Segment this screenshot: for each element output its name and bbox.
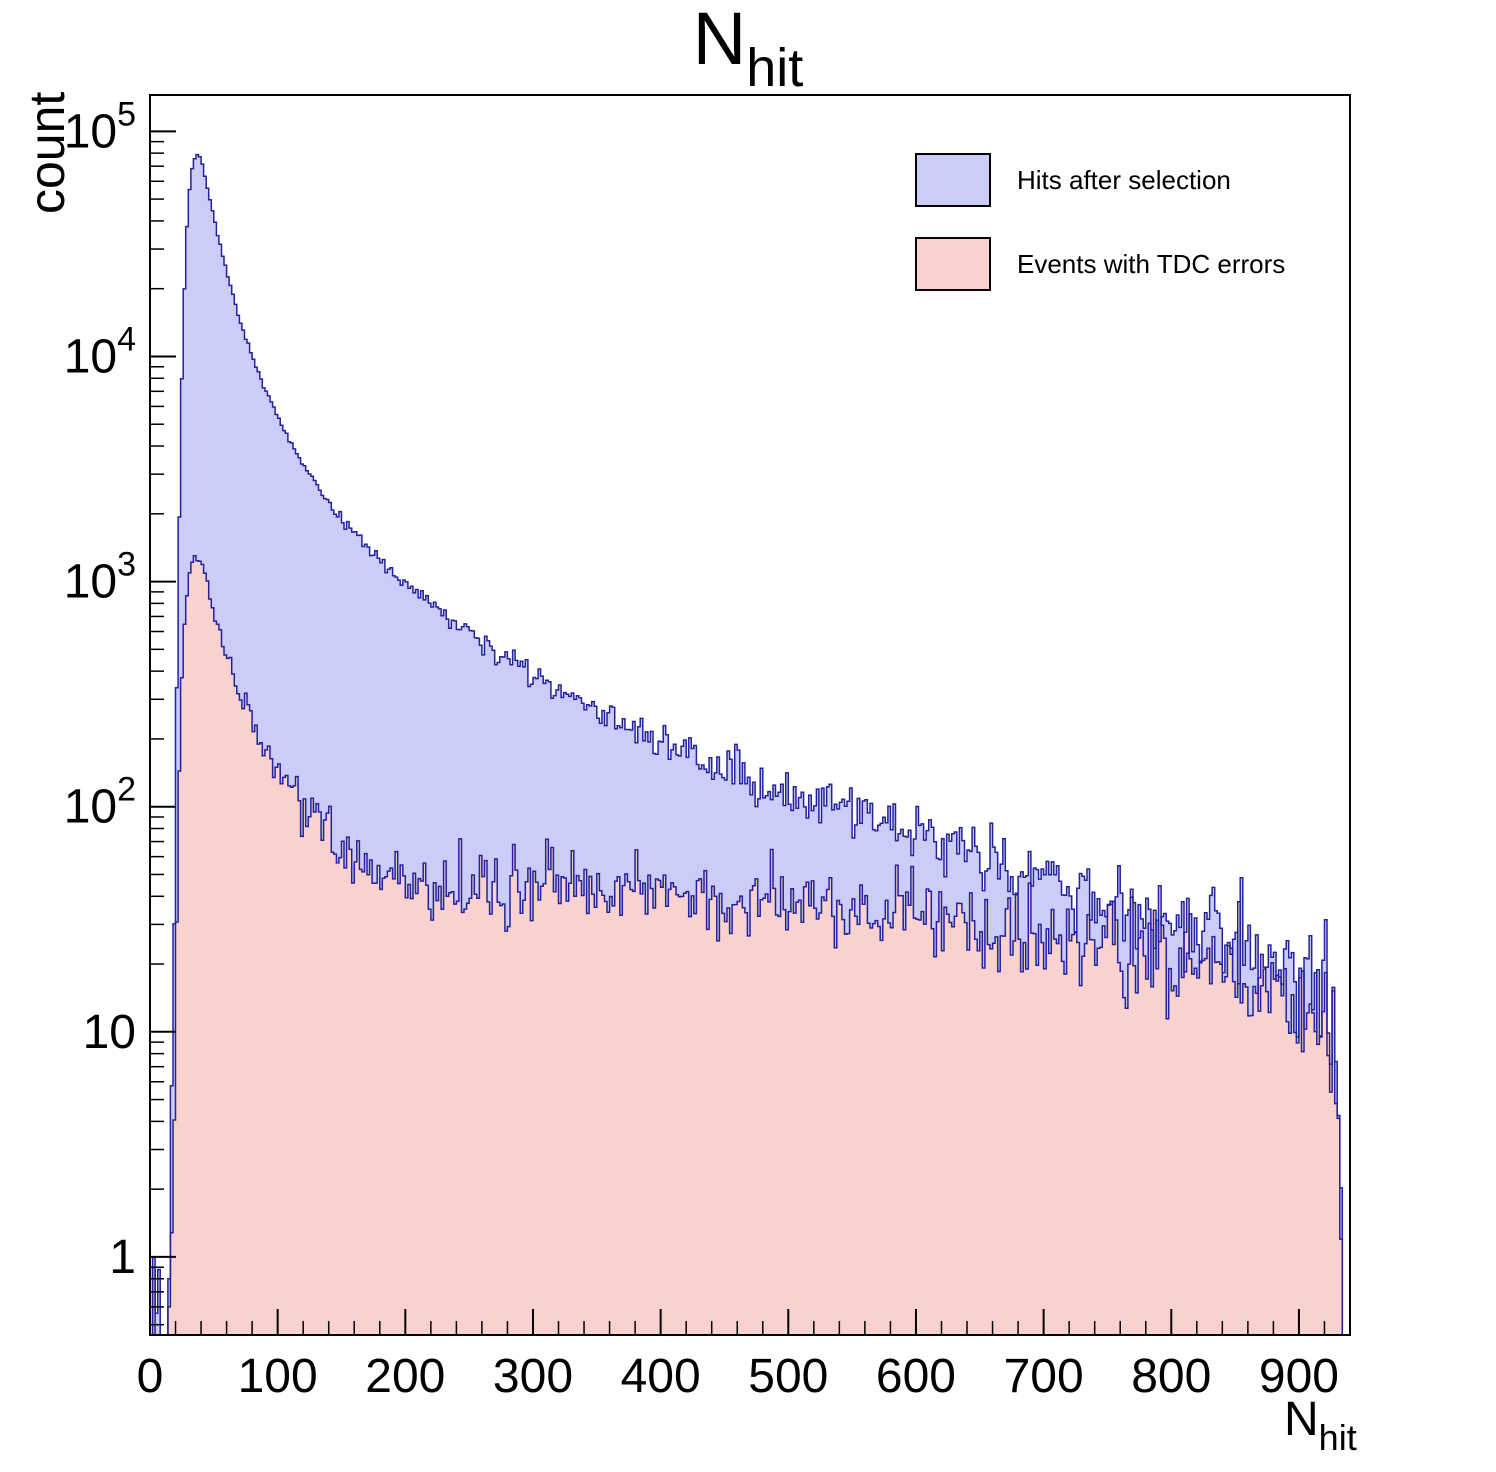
chart-title-main: N [692,0,747,80]
x-tick-label: 800 [1131,1350,1211,1403]
legend: Hits after selection Events with TDC err… [915,152,1355,320]
x-axis-title-main: N [1284,1393,1319,1446]
histogram-fills [150,154,1350,1336]
x-tick-label: 0 [137,1350,164,1403]
legend-swatch-pink [915,237,991,291]
x-tick-label: 300 [493,1350,573,1403]
x-tick-label: 900 [1259,1350,1339,1403]
y-tick-label: 10 [83,1006,136,1059]
x-tick-label: 600 [876,1350,956,1403]
y-tick-label: 1 [109,1231,136,1284]
y-tick-label: 103 [64,546,136,609]
legend-entry-hits-after-selection: Hits after selection [915,152,1355,208]
x-tick-label: 400 [621,1350,701,1403]
y-tick-label: 104 [64,320,136,383]
y-axis-title: count [19,91,75,214]
x-tick-label: 200 [365,1350,445,1403]
x-axis-title: Nhit [1284,1392,1357,1458]
legend-swatch-blue [915,153,991,207]
legend-label: Hits after selection [1017,164,1231,195]
x-tick-label: 100 [238,1350,318,1403]
legend-entry-tdc-errors: Events with TDC errors [915,236,1355,292]
y-tick-label: 105 [64,95,136,158]
hist-fill-1 [150,555,1350,1335]
x-tick-label: 700 [1004,1350,1084,1403]
chart-title: Nhit [0,0,1496,95]
legend-label: Events with TDC errors [1017,248,1286,279]
axes: 0 100 200 300 400 500 600 700 800 900 1 10 102 103 104… [64,94,1351,1403]
chart-title-sub: hit [746,37,804,98]
y-tick-label: 102 [64,771,136,834]
x-axis-title-sub: hit [1318,1416,1357,1458]
plot-frame-border [149,94,1351,1336]
x-tick-label: 500 [748,1350,828,1403]
